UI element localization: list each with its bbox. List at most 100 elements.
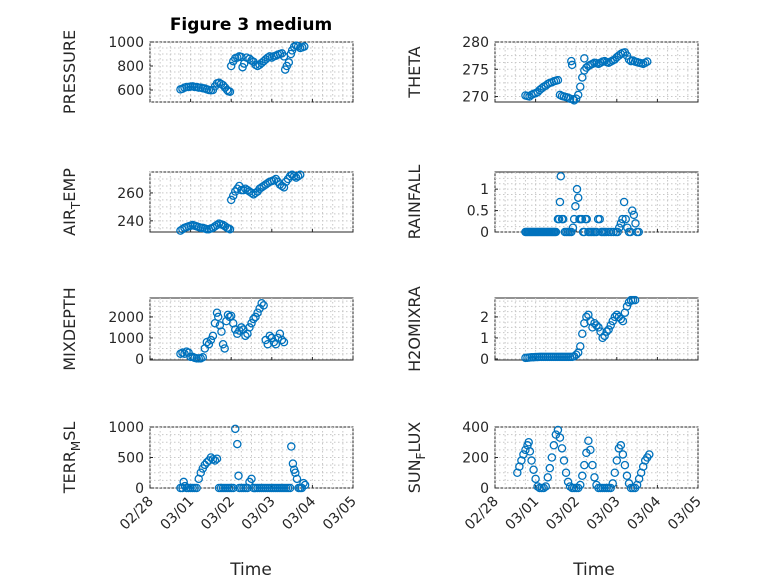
data-point bbox=[285, 171, 295, 181]
data-series bbox=[176, 170, 305, 235]
grid-lines bbox=[494, 172, 699, 233]
data-point bbox=[572, 184, 582, 194]
plot-area bbox=[149, 171, 354, 233]
data-point bbox=[226, 195, 236, 205]
data-point bbox=[558, 214, 568, 224]
y-axis-label: TERRMSL bbox=[60, 422, 83, 495]
data-point bbox=[220, 344, 229, 353]
data-point bbox=[247, 474, 256, 484]
subplot-7: 0 500 1000 02/28 03/01 03/02 03/03 03/04 03/05 TE… bbox=[60, 420, 360, 533]
data-point bbox=[525, 447, 535, 456]
data-point bbox=[554, 214, 564, 224]
x-tick-label: 03/05 bbox=[665, 494, 705, 534]
data-point bbox=[614, 223, 624, 232]
data-point bbox=[206, 335, 216, 345]
data-series bbox=[513, 425, 654, 493]
y-tick-label: 240 bbox=[117, 214, 144, 230]
data-point bbox=[627, 206, 637, 215]
data-point bbox=[622, 471, 632, 481]
y-tick-label: 1 bbox=[480, 182, 489, 198]
data-point bbox=[257, 299, 266, 308]
data-point bbox=[279, 337, 289, 347]
data-point bbox=[604, 325, 613, 334]
data-point bbox=[539, 483, 548, 493]
data-point bbox=[616, 314, 626, 324]
data-point bbox=[576, 82, 585, 91]
y-axis-label: PRESSURE bbox=[60, 30, 79, 114]
y-tick-label: 2000 bbox=[108, 310, 144, 326]
data-point bbox=[565, 94, 575, 103]
data-point bbox=[192, 483, 201, 493]
x-tick-label: 03/01 bbox=[158, 494, 198, 534]
grid-lines bbox=[494, 298, 699, 360]
data-point bbox=[567, 56, 576, 66]
subplot-8: 0 200 400 02/28 03/01 03/02 03/03 03/04 03/05 SUN… bbox=[405, 420, 705, 533]
y-axis-label-subscript: F bbox=[414, 452, 428, 459]
y-tick-label: 1 bbox=[480, 331, 489, 347]
data-point bbox=[524, 437, 533, 447]
data-point bbox=[245, 323, 254, 332]
data-point bbox=[565, 482, 575, 491]
data-point bbox=[247, 188, 256, 198]
y-tick-label: 275 bbox=[462, 62, 489, 78]
x-axis-label-left: Time bbox=[229, 560, 272, 580]
data-point bbox=[237, 323, 246, 332]
y-axis-label-subscript: M bbox=[69, 441, 83, 451]
subplot-1: 600 800 1000 PRESSURE bbox=[60, 30, 354, 114]
data-point bbox=[580, 54, 589, 63]
data-point bbox=[612, 456, 622, 465]
y-tick-label: 0 bbox=[480, 481, 489, 497]
data-point bbox=[299, 478, 308, 488]
data-point bbox=[265, 331, 275, 341]
y-axis-label: SUNFLUX bbox=[405, 422, 428, 494]
data-point bbox=[582, 214, 592, 224]
data-point bbox=[253, 308, 262, 317]
data-point bbox=[586, 445, 595, 455]
y-tick-label: 500 bbox=[117, 451, 144, 467]
data-point bbox=[239, 185, 248, 195]
data-point bbox=[212, 220, 222, 230]
y-axis-label: MIXDEPTH bbox=[60, 287, 79, 370]
data-point bbox=[571, 350, 581, 359]
y-axis-label: H2OMIXRA bbox=[405, 286, 424, 372]
data-point bbox=[553, 425, 563, 435]
data-point bbox=[218, 339, 228, 349]
subplot-5: 0 1000 2000 MIXDEPTH bbox=[60, 287, 354, 371]
data-point bbox=[578, 471, 587, 481]
data-point bbox=[608, 479, 617, 488]
data-point bbox=[541, 482, 551, 491]
data-point bbox=[613, 227, 622, 237]
subplot-4: 0 0.5 1 RAINFALL bbox=[405, 165, 699, 241]
x-tick-label: 03/04 bbox=[624, 493, 664, 533]
data-point bbox=[208, 331, 218, 341]
data-point bbox=[588, 460, 597, 470]
data-point bbox=[631, 219, 640, 228]
data-point bbox=[241, 331, 250, 341]
data-point bbox=[618, 214, 627, 224]
data-point bbox=[567, 227, 576, 237]
data-point bbox=[213, 312, 223, 322]
y-tick-label: 200 bbox=[462, 451, 489, 467]
x-tick-label: 03/02 bbox=[543, 494, 583, 534]
data-point bbox=[576, 342, 585, 351]
data-point bbox=[577, 214, 587, 224]
data-point bbox=[292, 474, 302, 484]
data-point bbox=[287, 442, 296, 451]
data-point bbox=[555, 197, 565, 207]
data-point bbox=[300, 42, 309, 51]
subplot-3: 240 260 AIRTEMP bbox=[60, 168, 354, 236]
data-point bbox=[626, 227, 635, 237]
figure-title: Figure 3 medium bbox=[170, 15, 332, 35]
data-point bbox=[602, 327, 611, 336]
subplot-6: 0 1 2 H2OMIXRA bbox=[405, 286, 699, 372]
data-series bbox=[176, 299, 289, 363]
data-point bbox=[622, 302, 632, 311]
data-point bbox=[545, 463, 555, 473]
data-point bbox=[196, 468, 205, 477]
x-tick-label: 03/05 bbox=[320, 494, 360, 534]
x-tick-label: 03/01 bbox=[503, 494, 543, 534]
data-point bbox=[529, 465, 538, 474]
data-point bbox=[634, 227, 643, 237]
